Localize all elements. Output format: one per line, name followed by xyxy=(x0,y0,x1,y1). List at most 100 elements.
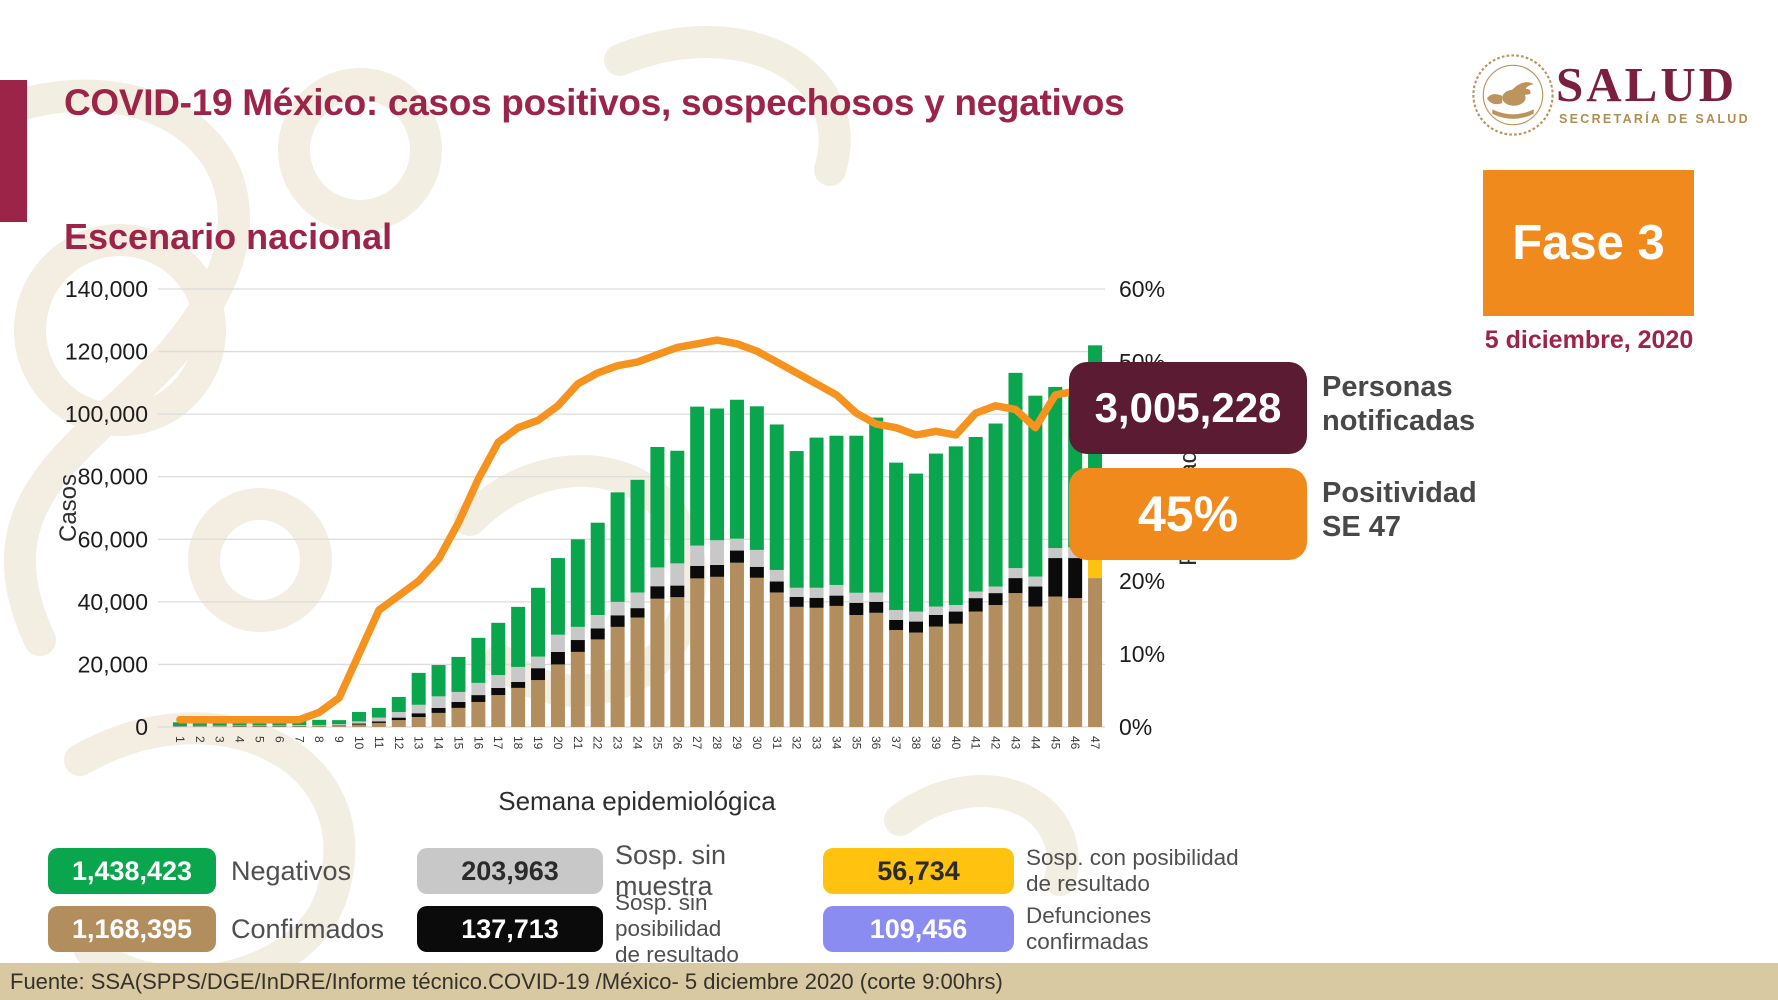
bar-week-44 xyxy=(1028,576,1043,587)
xaxis-tick-label: 18 xyxy=(511,736,525,750)
y2axis-tick-label: 0% xyxy=(1119,714,1152,740)
xaxis-tick-label: 5 xyxy=(253,736,267,743)
xaxis-tick-label: 42 xyxy=(989,736,1003,750)
bar-week-27 xyxy=(690,578,705,727)
bar-week-17 xyxy=(491,675,506,688)
xaxis-tick-label: 43 xyxy=(1008,736,1022,750)
bar-week-8 xyxy=(312,724,327,726)
notified-persons-label: Personas notificadas xyxy=(1322,371,1476,437)
bar-week-7 xyxy=(292,726,307,727)
phase-badge: Fase 3 xyxy=(1483,170,1694,316)
xaxis-tick-label: 9 xyxy=(332,736,346,743)
bar-week-10 xyxy=(351,724,366,727)
bar-week-35 xyxy=(849,435,864,593)
xaxis-tick-label: 37 xyxy=(889,736,903,750)
yaxis-title: Casos xyxy=(55,474,82,542)
mexico-seal-icon xyxy=(1472,54,1554,136)
bar-week-23 xyxy=(610,492,625,602)
bar-week-26 xyxy=(670,597,685,727)
bar-week-14 xyxy=(431,696,446,708)
xaxis-tick-label: 28 xyxy=(710,736,724,750)
bar-week-21 xyxy=(570,640,585,652)
xaxis-tick-label: 22 xyxy=(591,736,605,750)
y2axis-tick-label: 60% xyxy=(1119,276,1165,302)
yaxis-tick-label: 20,000 xyxy=(78,651,148,677)
xaxis-tick-label: 35 xyxy=(849,736,863,750)
bar-week-8 xyxy=(312,726,327,727)
bar-week-22 xyxy=(590,614,605,629)
xaxis-tick-label: 1 xyxy=(173,736,187,743)
bar-week-36 xyxy=(869,612,884,727)
xaxis-tick-label: 14 xyxy=(432,736,446,750)
bar-week-3 xyxy=(212,725,227,727)
xaxis-tick-label: 32 xyxy=(790,736,804,750)
bar-week-37 xyxy=(889,620,904,631)
bar-week-16 xyxy=(471,695,486,702)
bar-week-27 xyxy=(690,545,705,566)
xaxis-tick-label: 44 xyxy=(1028,736,1042,750)
bar-week-25 xyxy=(650,598,665,727)
bar-week-30 xyxy=(749,549,764,567)
bar-week-14 xyxy=(431,665,446,697)
bar-week-20 xyxy=(550,558,565,635)
bar-week-12 xyxy=(391,711,406,718)
bar-week-33 xyxy=(809,437,824,588)
bar-week-41 xyxy=(968,591,983,599)
bar-week-36 xyxy=(869,417,884,593)
bar-week-41 xyxy=(968,436,983,592)
xaxis-tick-label: 12 xyxy=(392,736,406,750)
xaxis-tick-label: 29 xyxy=(730,736,744,750)
bar-week-7 xyxy=(292,725,307,726)
legend-label-negativos: Negativos xyxy=(231,855,352,886)
bar-week-43 xyxy=(1008,593,1023,727)
bar-week-24 xyxy=(630,617,645,727)
bar-week-5 xyxy=(252,726,267,727)
xaxis-tick-label: 13 xyxy=(412,736,426,750)
bar-week-29 xyxy=(729,399,744,539)
bar-week-27 xyxy=(690,565,705,579)
bar-week-15 xyxy=(451,707,466,727)
bar-week-29 xyxy=(729,538,744,551)
bar-week-34 xyxy=(829,584,844,596)
bar-week-33 xyxy=(809,607,824,727)
bar-week-23 xyxy=(610,615,625,627)
bar-week-25 xyxy=(650,446,665,568)
phase-badge-label: Fase 3 xyxy=(1512,216,1665,270)
bar-week-1 xyxy=(172,722,187,727)
legend-pill-sosp-sin-posibilidad: 137,713 xyxy=(417,906,603,952)
bar-week-10 xyxy=(351,711,366,722)
positivity-badge: 45% xyxy=(1069,468,1307,560)
bar-week-31 xyxy=(769,569,784,582)
bar-week-39 xyxy=(928,614,943,627)
bar-week-44 xyxy=(1028,606,1043,727)
legend-pill-confirmados: 1,168,395 xyxy=(48,906,216,952)
source-text: Fuente: SSA(SPPS/DGE/InDRE/Informe técni… xyxy=(10,968,1003,994)
logo-wordmark: SALUD xyxy=(1556,57,1738,112)
xaxis-tick-label: 19 xyxy=(531,736,545,750)
yaxis-tick-label: 60,000 xyxy=(78,526,148,552)
xaxis-tick-label: 30 xyxy=(750,736,764,750)
bar-week-15 xyxy=(451,691,466,702)
bar-week-40 xyxy=(948,611,963,624)
bar-week-11 xyxy=(371,721,386,723)
bar-week-42 xyxy=(988,586,1003,594)
legend-pill-negativos: 1,438,423 xyxy=(48,848,216,894)
bar-week-25 xyxy=(650,586,665,599)
bar-week-36 xyxy=(869,592,884,602)
bar-week-13 xyxy=(411,672,426,705)
bar-week-32 xyxy=(789,606,804,727)
xaxis-tick-label: 7 xyxy=(292,736,306,743)
yaxis-tick-label: 120,000 xyxy=(65,339,148,365)
bar-week-35 xyxy=(849,602,864,615)
xaxis-tick-label: 46 xyxy=(1068,736,1082,750)
legend-label-defunciones: Defunciones confirmadas xyxy=(1026,903,1152,954)
bar-week-24 xyxy=(630,479,645,593)
xaxis-tick-label: 40 xyxy=(949,736,963,750)
xaxis-tick-label: 38 xyxy=(909,736,923,750)
xaxis-tick-label: 20 xyxy=(551,736,565,750)
bar-week-17 xyxy=(491,695,506,727)
bar-week-5 xyxy=(252,725,267,727)
bar-week-22 xyxy=(590,522,605,615)
bar-week-16 xyxy=(471,701,486,727)
positivity-label: Positividad SE 47 xyxy=(1322,477,1477,543)
